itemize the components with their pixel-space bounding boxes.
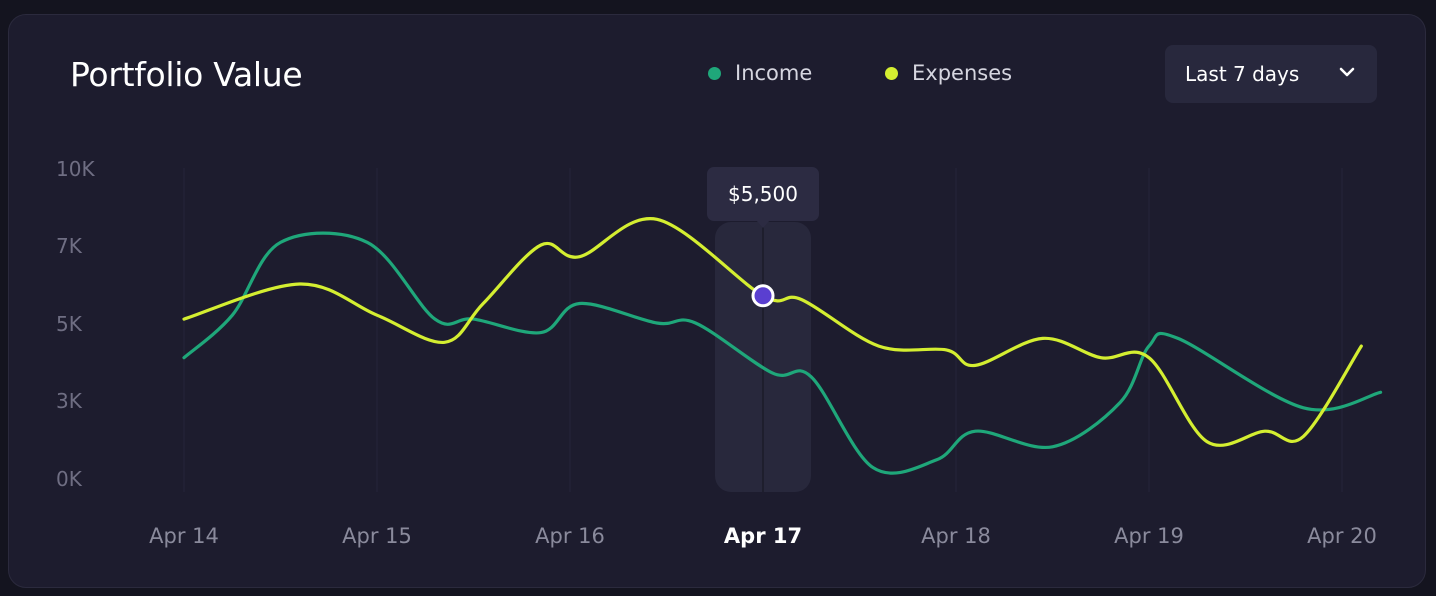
x-tick-label[interactable]: Apr 16 <box>535 524 605 548</box>
series-line-expenses <box>182 217 1363 447</box>
tooltip-pointer <box>756 220 770 228</box>
x-tick-label[interactable]: Apr 14 <box>149 524 219 548</box>
y-tick-label: 3K <box>56 389 83 413</box>
x-tick-label[interactable]: Apr 15 <box>342 524 412 548</box>
legend-label-expenses: Expenses <box>912 61 1013 85</box>
y-tick-label: 0K <box>56 467 83 491</box>
y-tick-label: 7K <box>56 234 83 258</box>
card-title: Portfolio Value <box>70 55 303 94</box>
chevron-down-icon <box>1339 67 1355 77</box>
x-tick-label[interactable]: Apr 19 <box>1114 524 1184 548</box>
legend-dot-expenses <box>885 66 898 80</box>
legend-item-expenses[interactable]: Expenses <box>885 61 1012 85</box>
tooltip-value: $5,500 <box>728 182 798 206</box>
legend-label-income: Income <box>735 61 813 85</box>
series-line-income <box>182 231 1383 475</box>
y-tick-label: 5K <box>56 312 83 336</box>
tooltip-box <box>707 167 819 221</box>
x-tick-label[interactable]: Apr 20 <box>1307 524 1377 548</box>
legend-item-income[interactable]: Income <box>708 61 812 85</box>
legend-dot-income <box>708 66 721 80</box>
date-range-select[interactable]: Last 7 days <box>1165 45 1377 103</box>
x-tick-label[interactable]: Apr 18 <box>921 524 991 548</box>
x-tick-label[interactable]: Apr 17 <box>724 524 802 548</box>
date-range-label: Last 7 days <box>1185 62 1300 86</box>
y-tick-label: 10K <box>56 157 95 181</box>
data-point-marker[interactable] <box>751 284 775 308</box>
